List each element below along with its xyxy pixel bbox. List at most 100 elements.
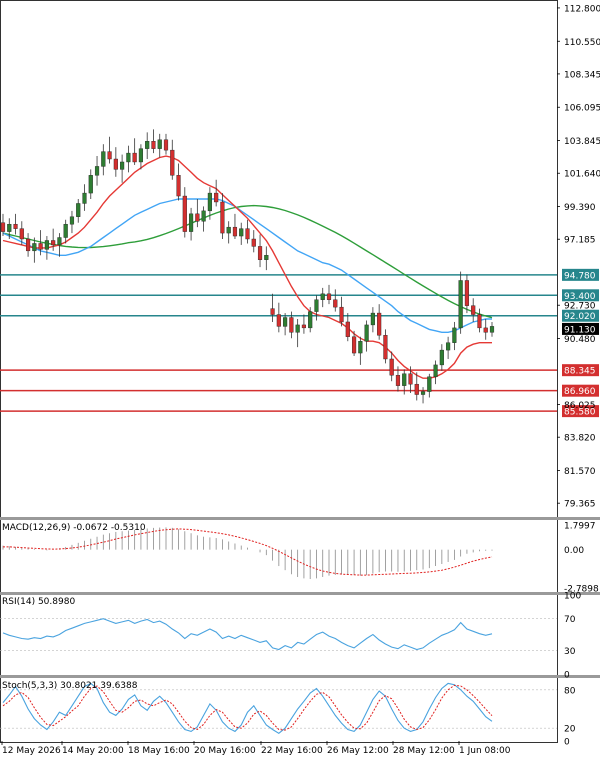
support-tag-label: 88.345 <box>564 367 596 377</box>
price-tick-label: 97.185 <box>564 236 596 246</box>
candle-body <box>157 139 162 149</box>
candle-body <box>389 358 394 376</box>
price-tick-label: 101.640 <box>564 170 600 180</box>
time-tick-label: 22 May 16:00 <box>261 746 323 756</box>
candle-body <box>439 349 444 366</box>
resistance-tag <box>562 289 599 302</box>
candle-body <box>402 373 407 386</box>
ma-mid-line <box>2 198 492 333</box>
candle-body <box>138 148 144 163</box>
time-tick-label: 20 May 16:00 <box>194 746 256 756</box>
candle-body <box>471 305 476 315</box>
candle-body <box>433 364 438 377</box>
macd-tick-label: 1.7997 <box>564 522 596 532</box>
candle-body <box>408 373 413 385</box>
candle-body <box>395 375 401 386</box>
candle-body <box>314 299 319 312</box>
resistance-tag-label: 92.020 <box>564 312 596 322</box>
macd-tick-label: 0.00 <box>564 546 584 556</box>
candle-body <box>339 306 344 323</box>
resistance-tag-label: 93.400 <box>564 292 596 302</box>
panel-separator-1 <box>0 592 600 595</box>
resistance-tag <box>562 309 599 322</box>
rsi-tick-label: 30 <box>564 647 576 657</box>
candle-body <box>295 324 300 333</box>
candle-body <box>308 311 313 329</box>
support-tag <box>562 384 599 397</box>
candle-body <box>232 226 238 237</box>
candle-body <box>195 213 200 222</box>
candle-body <box>427 376 432 392</box>
rsi-label: RSI(14) 50.8980 <box>2 597 75 607</box>
candle-body <box>270 308 275 315</box>
candle-body <box>414 383 419 395</box>
price-tick-label: 90.480 <box>564 335 596 345</box>
candle-body <box>163 139 169 151</box>
price-tick-label: 86.025 <box>564 401 596 411</box>
panel-separator-0 <box>0 517 600 520</box>
candle-body <box>364 324 369 342</box>
candle-body <box>289 317 294 333</box>
stoch-label: Stoch(5,3,3) 30.8021 39.6388 <box>2 681 138 691</box>
candle-body <box>132 152 137 163</box>
candle-body <box>0 222 6 232</box>
candle-body <box>25 238 31 252</box>
rsi-tick-label: 0 <box>564 671 570 681</box>
price-tick-label: 79.365 <box>564 500 596 510</box>
candle-body <box>276 314 281 327</box>
candle-body <box>182 195 187 232</box>
price-tick-label: 83.820 <box>564 434 596 444</box>
current-price-tag <box>562 322 599 335</box>
support-tag-label: 86.960 <box>564 387 596 397</box>
ma-slow-line <box>2 204 493 319</box>
price-tick-label: 110.550 <box>564 38 600 48</box>
candle-body <box>88 175 93 194</box>
candle-body <box>377 312 382 336</box>
candle-body <box>38 243 43 250</box>
candle-body <box>176 175 181 197</box>
candle-body <box>245 228 250 240</box>
candle-body <box>7 223 12 232</box>
rsi-tick-label: 100 <box>564 592 581 602</box>
candle-body <box>32 243 37 252</box>
candle-body <box>420 391 426 395</box>
rsi-line <box>2 618 493 651</box>
candle-body <box>458 280 463 329</box>
time-tick-label: 14 May 20:00 <box>62 746 124 756</box>
candle-body <box>170 149 175 176</box>
candle-body <box>251 238 256 247</box>
current-price-label: 91.130 <box>564 325 596 335</box>
candle-body <box>333 299 338 308</box>
candle-body <box>13 223 18 229</box>
candle-body <box>483 327 488 333</box>
candle-body <box>301 324 307 329</box>
candle-body <box>264 255 269 260</box>
candle-body <box>214 192 219 203</box>
candle-body <box>452 327 457 343</box>
stoch-k-line <box>2 682 493 734</box>
candle-body <box>69 216 75 225</box>
candle-body <box>94 166 100 176</box>
candle-body <box>82 192 87 204</box>
candle-body <box>383 335 388 360</box>
time-tick-label: 12 May 2026 <box>2 746 61 756</box>
candle-body <box>464 280 470 306</box>
candle-body <box>101 151 106 167</box>
candle-body <box>320 293 325 300</box>
price-tick-label: 92.730 <box>564 302 596 312</box>
price-tick-label: 112.800 <box>564 4 600 14</box>
macd-signal-line <box>3 528 493 576</box>
candle-body <box>57 237 62 246</box>
panel-separator-2 <box>0 675 600 678</box>
candle-body <box>345 321 350 337</box>
price-tick-label: 103.845 <box>564 137 600 147</box>
support-tag <box>562 405 599 418</box>
time-tick-label: 18 May 16:00 <box>128 746 190 756</box>
candle-body <box>51 240 56 246</box>
price-tick-label: 108.345 <box>564 70 600 80</box>
resistance-tag-label: 94.780 <box>564 271 596 281</box>
candle-body <box>63 223 68 238</box>
candle-body <box>151 141 156 149</box>
rsi-tick-label: 70 <box>564 615 576 625</box>
